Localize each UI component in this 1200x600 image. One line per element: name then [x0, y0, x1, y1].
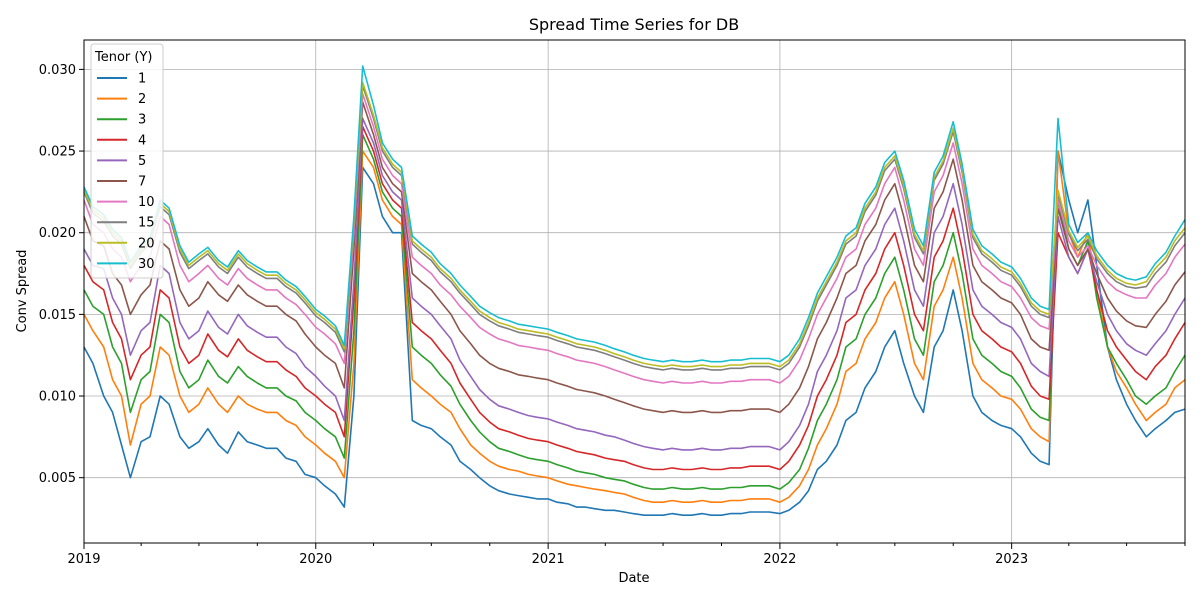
- series-line-30: [83, 65, 1186, 363]
- legend-label-20: 20: [138, 236, 155, 251]
- legend-label-4: 4: [138, 133, 146, 148]
- x-tick-label: 2019: [67, 552, 100, 567]
- x-tick-label: 2023: [995, 552, 1028, 567]
- y-tick-label: 0.015: [39, 308, 76, 323]
- legend-title: Tenor (Y): [94, 50, 152, 65]
- series-line-15: [83, 84, 1186, 371]
- x-tick-label: 2021: [532, 552, 565, 567]
- series-line-10: [83, 93, 1186, 384]
- chart-title: Spread Time Series for DB: [529, 15, 739, 34]
- y-axis: 0.005 0.010 0.015 0.020 0.025 0.030: [39, 63, 84, 486]
- legend-label-30: 30: [138, 257, 155, 272]
- legend-label-3: 3: [138, 113, 146, 128]
- series-line-4: [83, 125, 1186, 471]
- y-tick-label: 0.025: [39, 145, 76, 160]
- legend-label-15: 15: [138, 216, 155, 231]
- legend: Tenor (Y) 1 2 3 4 5 7 10 15 20 30: [90, 43, 164, 279]
- y-tick-label: 0.020: [39, 226, 76, 241]
- series-line-1: [83, 150, 1186, 516]
- plot-frame: [83, 39, 1186, 544]
- x-axis: 2019 2020 2021 2022 2023: [67, 543, 1186, 567]
- x-tick-label: 2022: [763, 552, 796, 567]
- x-axis-title: Date: [618, 571, 649, 586]
- legend-label-1: 1: [138, 72, 146, 87]
- y-tick-label: 0.005: [39, 471, 76, 486]
- y-axis-title: Conv Spread: [15, 250, 30, 333]
- series-line-7: [83, 101, 1186, 414]
- series-line-20: [83, 81, 1186, 368]
- series-line-2: [83, 150, 1186, 503]
- legend-label-10: 10: [138, 195, 155, 210]
- legend-label-5: 5: [138, 154, 146, 169]
- y-tick-label: 0.030: [39, 63, 76, 78]
- y-tick-label: 0.010: [39, 390, 76, 405]
- series-line-3: [83, 133, 1186, 490]
- x-tick-label: 2020: [299, 552, 332, 567]
- legend-label-2: 2: [138, 92, 146, 107]
- series-layer: [83, 65, 1186, 516]
- legend-label-7: 7: [138, 175, 146, 190]
- series-line-5: [83, 117, 1186, 451]
